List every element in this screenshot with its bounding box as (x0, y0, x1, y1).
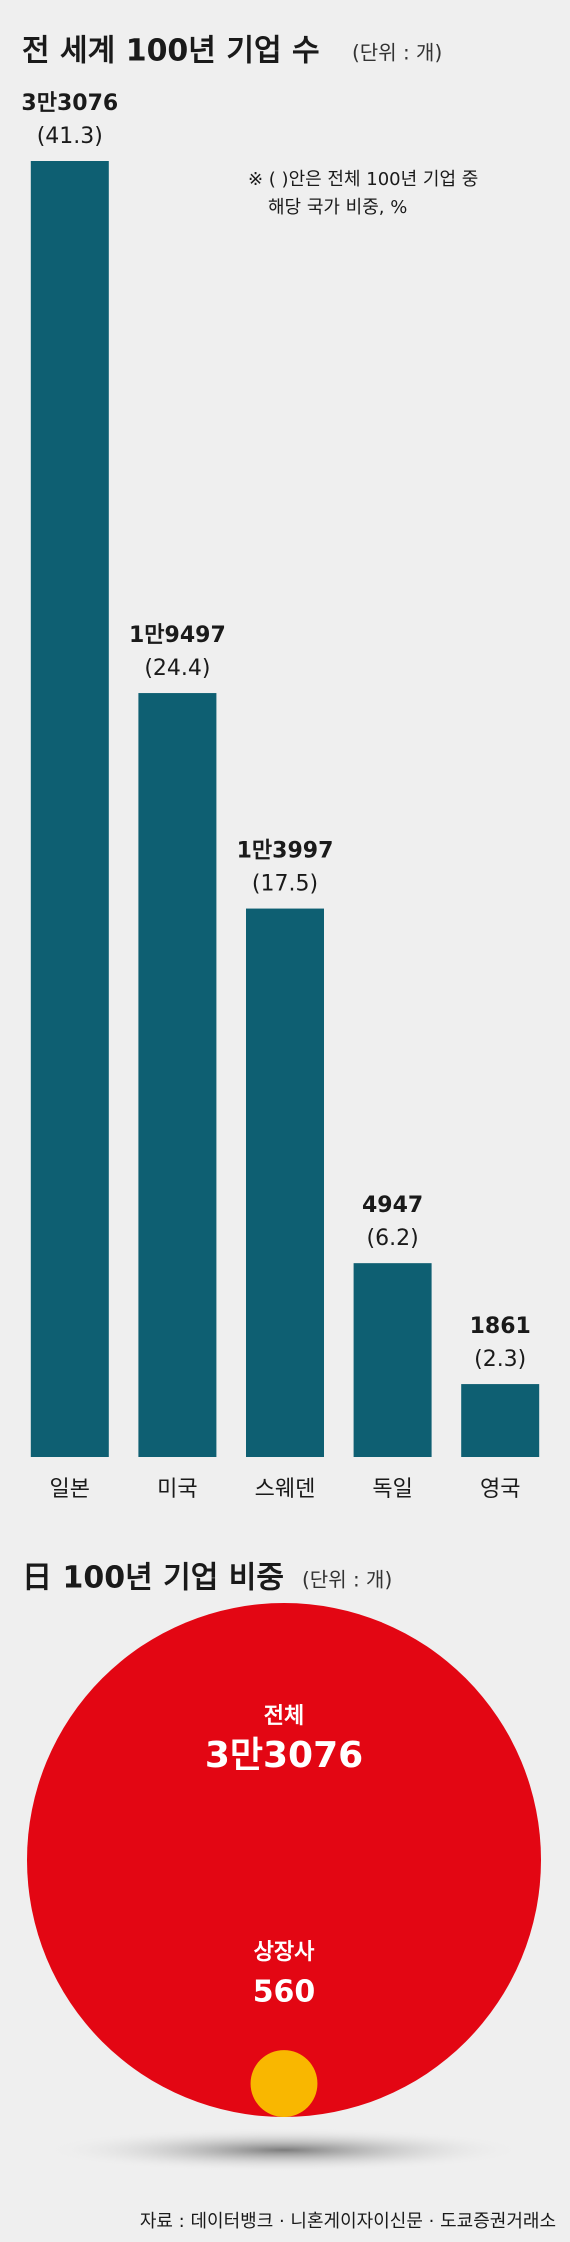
note: ※ ( )안은 전체 100년 기업 중 (248, 169, 478, 190)
value-label: 560 (253, 1975, 316, 2010)
shadow (44, 2128, 524, 2172)
x-tick-label: 미국 (157, 1477, 197, 1502)
share-label: (6.2) (367, 1226, 419, 1251)
x-tick-label: 일본 (50, 1477, 90, 1502)
bar (353, 1263, 432, 1457)
x-tick-label: 스웨덴 (255, 1477, 316, 1502)
category-label: 전체 (264, 1704, 304, 1729)
value-label: 1만3997 (237, 839, 334, 864)
bar (461, 1384, 540, 1457)
x-tick-label: 독일 (372, 1477, 412, 1502)
value-label: 1만9497 (129, 623, 226, 648)
unit-label: (단위 : 개) (302, 1568, 392, 1592)
value-label: 3만3076 (21, 91, 118, 116)
bar (246, 908, 324, 1457)
value-label: 4947 (362, 1193, 423, 1218)
share-label: (2.3) (474, 1347, 526, 1372)
unit-label: (단위 : 개) (352, 41, 442, 65)
note: 해당 국가 비중, % (268, 197, 407, 218)
x-tick-label: 영국 (480, 1477, 520, 1502)
value-label: 3만3076 (205, 1735, 363, 1776)
share-label: (24.4) (144, 656, 210, 681)
chart-title: 日 100년 기업 비중 (22, 1561, 284, 1596)
circle (250, 2050, 318, 2117)
share-label: (41.3) (37, 124, 103, 149)
chart-title: 전 세계 100년 기업 수 (22, 34, 320, 69)
value-label: 1861 (470, 1314, 531, 1339)
circle (27, 1603, 541, 2117)
category-label: 상장사 (254, 1940, 315, 1965)
bar (30, 161, 109, 1457)
source: 자료 : 데이터뱅크 · 니혼게이자이신문 · 도쿄증권거래소 (140, 2211, 556, 2232)
share-label: (17.5) (252, 872, 318, 897)
bar (138, 693, 217, 1457)
